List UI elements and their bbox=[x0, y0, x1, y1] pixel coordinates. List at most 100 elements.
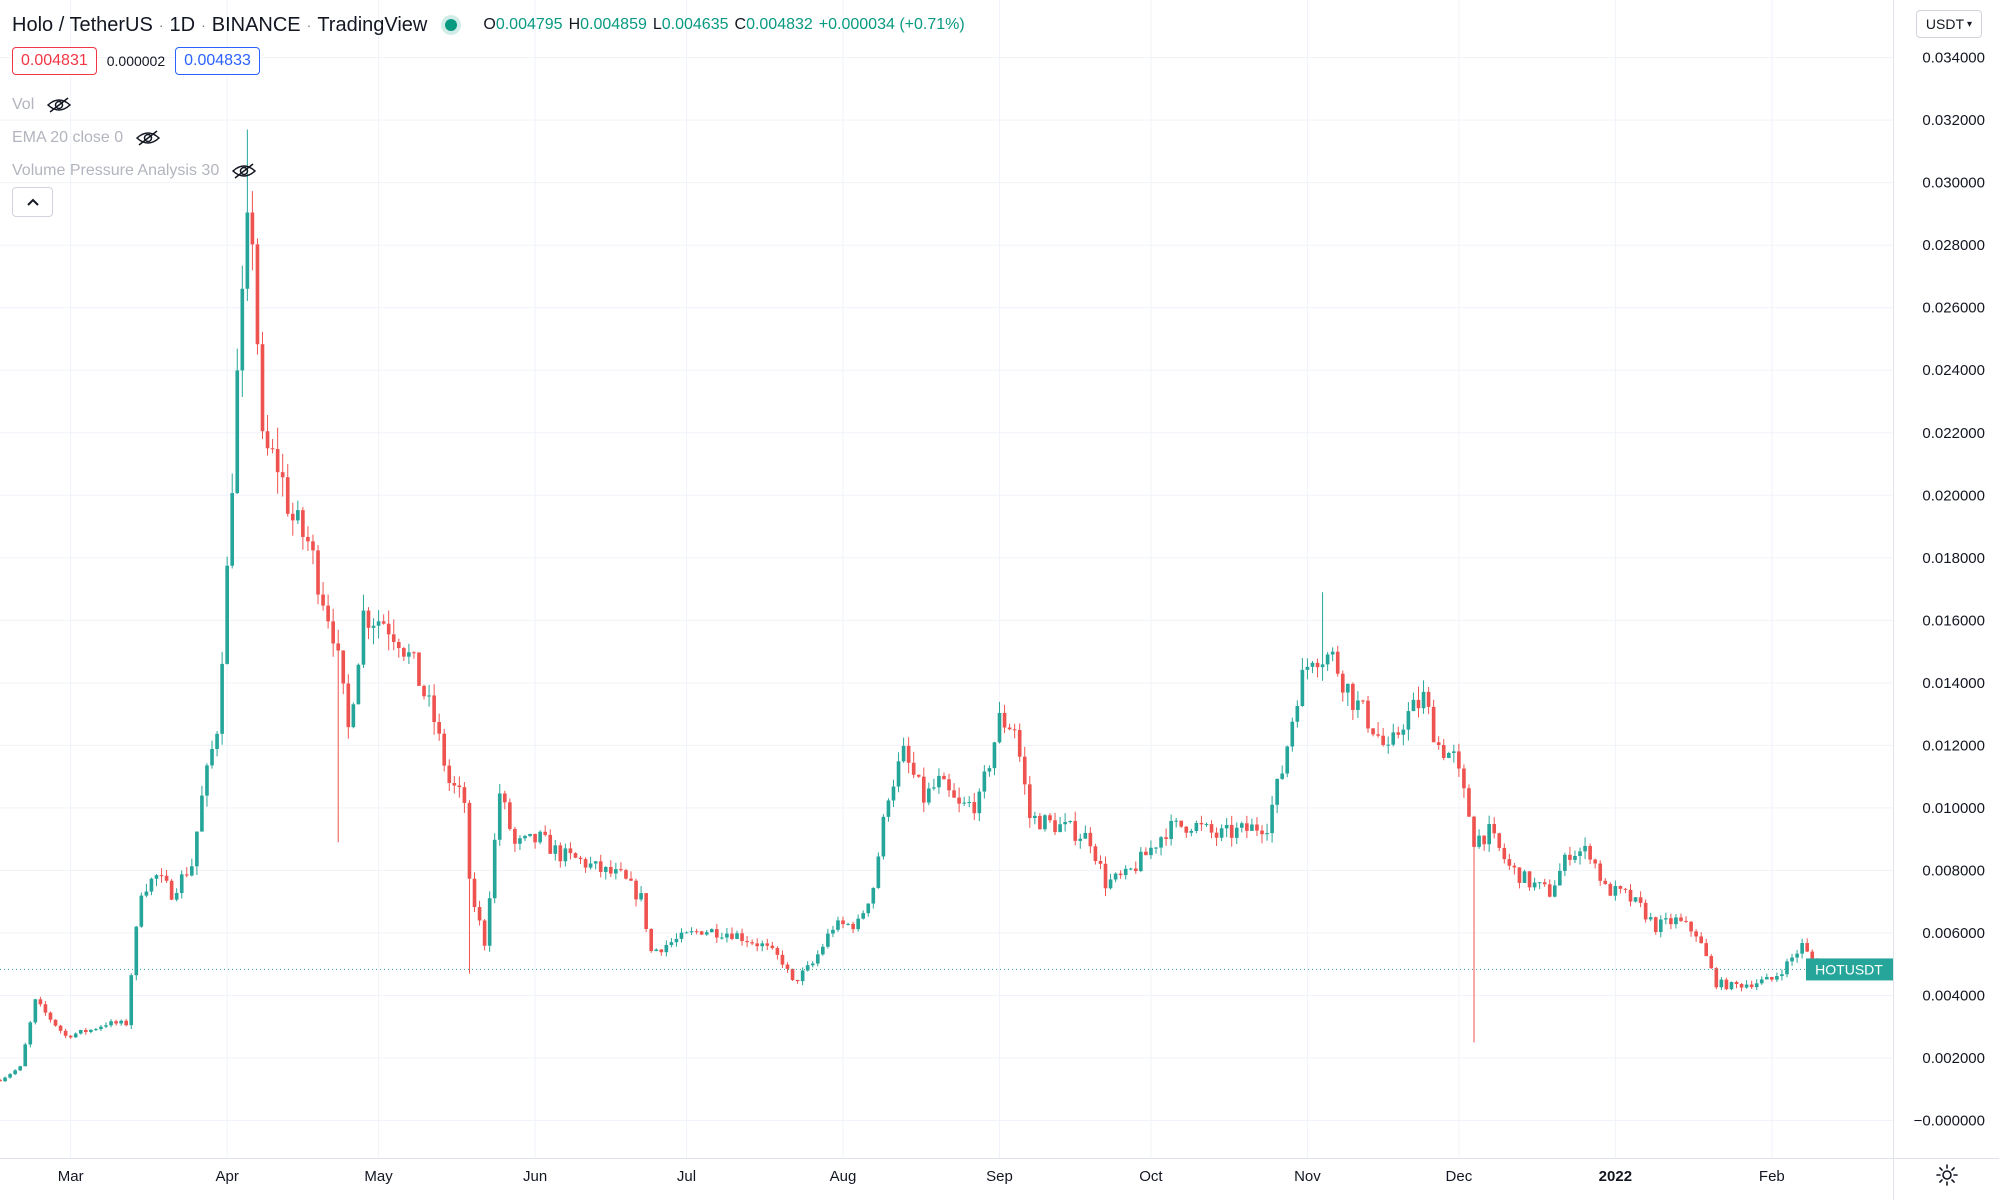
separator-dot: · bbox=[306, 17, 312, 33]
collapse-legend-button[interactable] bbox=[12, 187, 53, 217]
candle bbox=[1785, 958, 1789, 978]
candle bbox=[1381, 727, 1385, 747]
candle bbox=[906, 737, 911, 774]
candle bbox=[1250, 818, 1254, 831]
candle-body bbox=[1532, 882, 1537, 888]
price-axis[interactable] bbox=[1893, 0, 1999, 1200]
candle bbox=[977, 788, 982, 822]
candle bbox=[301, 506, 305, 550]
candle-body bbox=[826, 933, 830, 947]
indicator-volume-pressure[interactable]: Volume Pressure Analysis 30 bbox=[12, 154, 257, 187]
candle bbox=[351, 702, 356, 729]
candle-body bbox=[780, 954, 785, 965]
candle bbox=[1542, 878, 1547, 887]
candle bbox=[119, 1019, 123, 1026]
candle bbox=[1472, 815, 1476, 1043]
candle bbox=[1689, 920, 1693, 937]
indicator-vol[interactable]: Vol bbox=[12, 88, 257, 121]
candle-body bbox=[497, 793, 502, 840]
ohlc-change: +0.000034 (+0.71%) bbox=[818, 16, 965, 33]
candle bbox=[1290, 717, 1295, 752]
candle-body bbox=[1154, 847, 1158, 849]
x-tick-label: Apr bbox=[215, 1168, 238, 1185]
candle-body bbox=[1234, 827, 1239, 838]
indicator-ema[interactable]: EMA 20 close 0 bbox=[12, 121, 257, 154]
candle-body bbox=[795, 979, 800, 982]
candle-body bbox=[1255, 824, 1259, 831]
candle-body bbox=[947, 779, 951, 791]
symbol-price-tag bbox=[1806, 958, 1893, 981]
candle bbox=[1139, 847, 1143, 873]
candle bbox=[472, 872, 477, 913]
market-open-status-icon[interactable] bbox=[445, 19, 458, 31]
x-tick-label: Nov bbox=[1294, 1168, 1321, 1185]
candle-body bbox=[1078, 838, 1083, 841]
candle-body bbox=[1088, 832, 1093, 847]
candle bbox=[1704, 938, 1709, 957]
candle-body bbox=[709, 929, 714, 933]
time-axis[interactable] bbox=[0, 1158, 1893, 1200]
candle bbox=[356, 663, 361, 705]
candle-body bbox=[1169, 821, 1173, 839]
eye-off-icon[interactable] bbox=[135, 129, 161, 147]
candle bbox=[33, 998, 38, 1025]
symbol-name[interactable]: Holo / TetherUS bbox=[12, 13, 153, 36]
candle-body bbox=[856, 918, 860, 930]
interval-label[interactable]: 1D bbox=[169, 13, 196, 36]
candle-body bbox=[169, 880, 174, 900]
candle bbox=[1123, 865, 1128, 880]
currency-dropdown[interactable]: USDT ▾ bbox=[1916, 10, 1982, 38]
candle-body bbox=[1224, 824, 1229, 829]
candle bbox=[1113, 872, 1118, 883]
candle-body bbox=[1366, 700, 1370, 729]
candle-body bbox=[1043, 815, 1047, 830]
candle bbox=[1245, 815, 1249, 839]
candle-body bbox=[1795, 953, 1799, 958]
candle bbox=[1209, 820, 1214, 839]
candle-body bbox=[1522, 871, 1527, 883]
candle bbox=[679, 928, 684, 943]
candle-body bbox=[285, 477, 290, 514]
candle bbox=[78, 1029, 83, 1035]
sell-button[interactable]: 0.004831 bbox=[12, 47, 97, 75]
candle-body bbox=[1653, 917, 1658, 932]
candle bbox=[578, 855, 583, 865]
candle-body bbox=[402, 648, 406, 657]
candle-body bbox=[356, 664, 361, 705]
candle-body bbox=[1159, 837, 1163, 848]
candle bbox=[972, 793, 977, 821]
candle bbox=[1583, 837, 1587, 860]
candle-body bbox=[810, 963, 815, 966]
candle bbox=[538, 830, 542, 845]
buy-button[interactable]: 0.004833 bbox=[175, 47, 260, 75]
candle bbox=[1477, 829, 1481, 849]
candle-body bbox=[1704, 943, 1709, 957]
y-tick-label: 0.020000 bbox=[1922, 487, 1985, 504]
candle bbox=[1033, 811, 1037, 825]
candle-body bbox=[412, 652, 416, 654]
candle bbox=[533, 833, 537, 849]
eye-off-icon[interactable] bbox=[46, 96, 72, 114]
ohlc-close: C0.004832 bbox=[734, 16, 813, 33]
candle bbox=[1795, 949, 1799, 963]
candle bbox=[144, 883, 149, 898]
candle bbox=[1648, 912, 1653, 922]
candle-body bbox=[407, 652, 411, 657]
chart-settings-button[interactable] bbox=[1932, 1160, 1962, 1190]
candle-body bbox=[952, 790, 956, 798]
candle bbox=[1275, 778, 1279, 814]
candle bbox=[608, 860, 613, 877]
candle-body bbox=[1083, 832, 1088, 839]
candle-body bbox=[1027, 784, 1032, 819]
candle bbox=[396, 638, 401, 658]
candle bbox=[755, 938, 760, 952]
candle-body bbox=[432, 695, 436, 723]
candle-body bbox=[906, 745, 911, 763]
candle bbox=[442, 728, 447, 772]
candle-body bbox=[326, 605, 330, 622]
eye-off-icon[interactable] bbox=[231, 162, 257, 180]
candle-body bbox=[306, 536, 310, 542]
candle bbox=[159, 868, 164, 883]
